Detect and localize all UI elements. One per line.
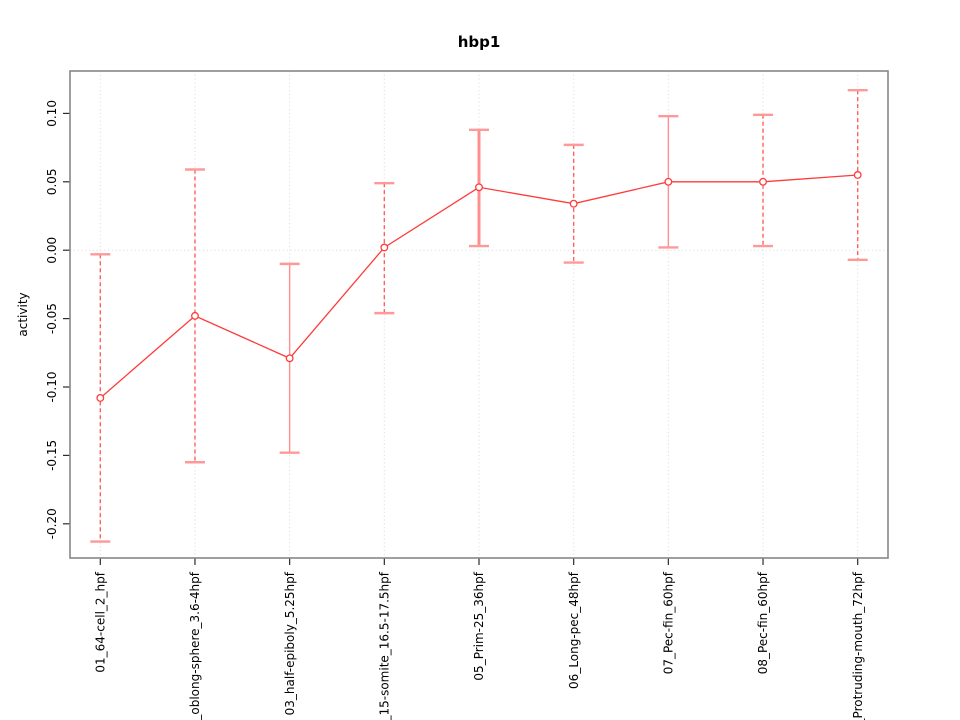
data-point-marker [191,311,199,320]
data-point-marker [475,183,483,192]
data-point-marker [96,393,105,402]
axes: 0.10 0.05 0.00 -0.05 -0.10 -0.15 -0.20 01_64-ce… [45,100,865,720]
data-point-marker [664,177,673,186]
data-point-marker [759,177,767,186]
data-series [96,171,862,402]
data-point-marker [853,171,862,179]
x-tick-label: 02_oblong-sphere_3.6-4hpf [188,571,202,720]
x-tick-label: 09_Protruding-mouth_72hpf [851,571,865,720]
x-tick-label: 08_Pec-fin_60hpf [756,571,770,674]
plot-border-box [69,70,889,559]
y-tick-label: -0.15 [45,440,59,471]
x-tick-label: 05_Prim-25_36hpf [472,571,486,680]
x-tick-label: 07_Pec-fin_60hpf [662,571,676,674]
y-tick-label: -0.20 [45,508,59,539]
x-tick-label: 04_15-somite_16.5-17.5hpf [378,571,392,720]
data-point-marker [285,354,294,363]
data-point-marker [380,243,389,252]
y-axis-label: activity [16,292,30,336]
data-point-marker [569,199,578,208]
y-tick-label: 0.00 [45,237,59,264]
y-tick-label: -0.10 [45,371,59,402]
y-tick-label: 0.10 [45,100,59,127]
y-tick-label: 0.05 [45,168,59,195]
x-tick-label: 06_Long-pec_48hpf [567,571,581,689]
y-tick-label: -0.05 [45,303,59,334]
x-tick-label: 03_half-epiboly_5.25hpf [283,571,297,715]
chart-title: hbp1 [458,33,501,51]
x-tick-label: 01_64-cell_2_hpf [93,571,107,672]
